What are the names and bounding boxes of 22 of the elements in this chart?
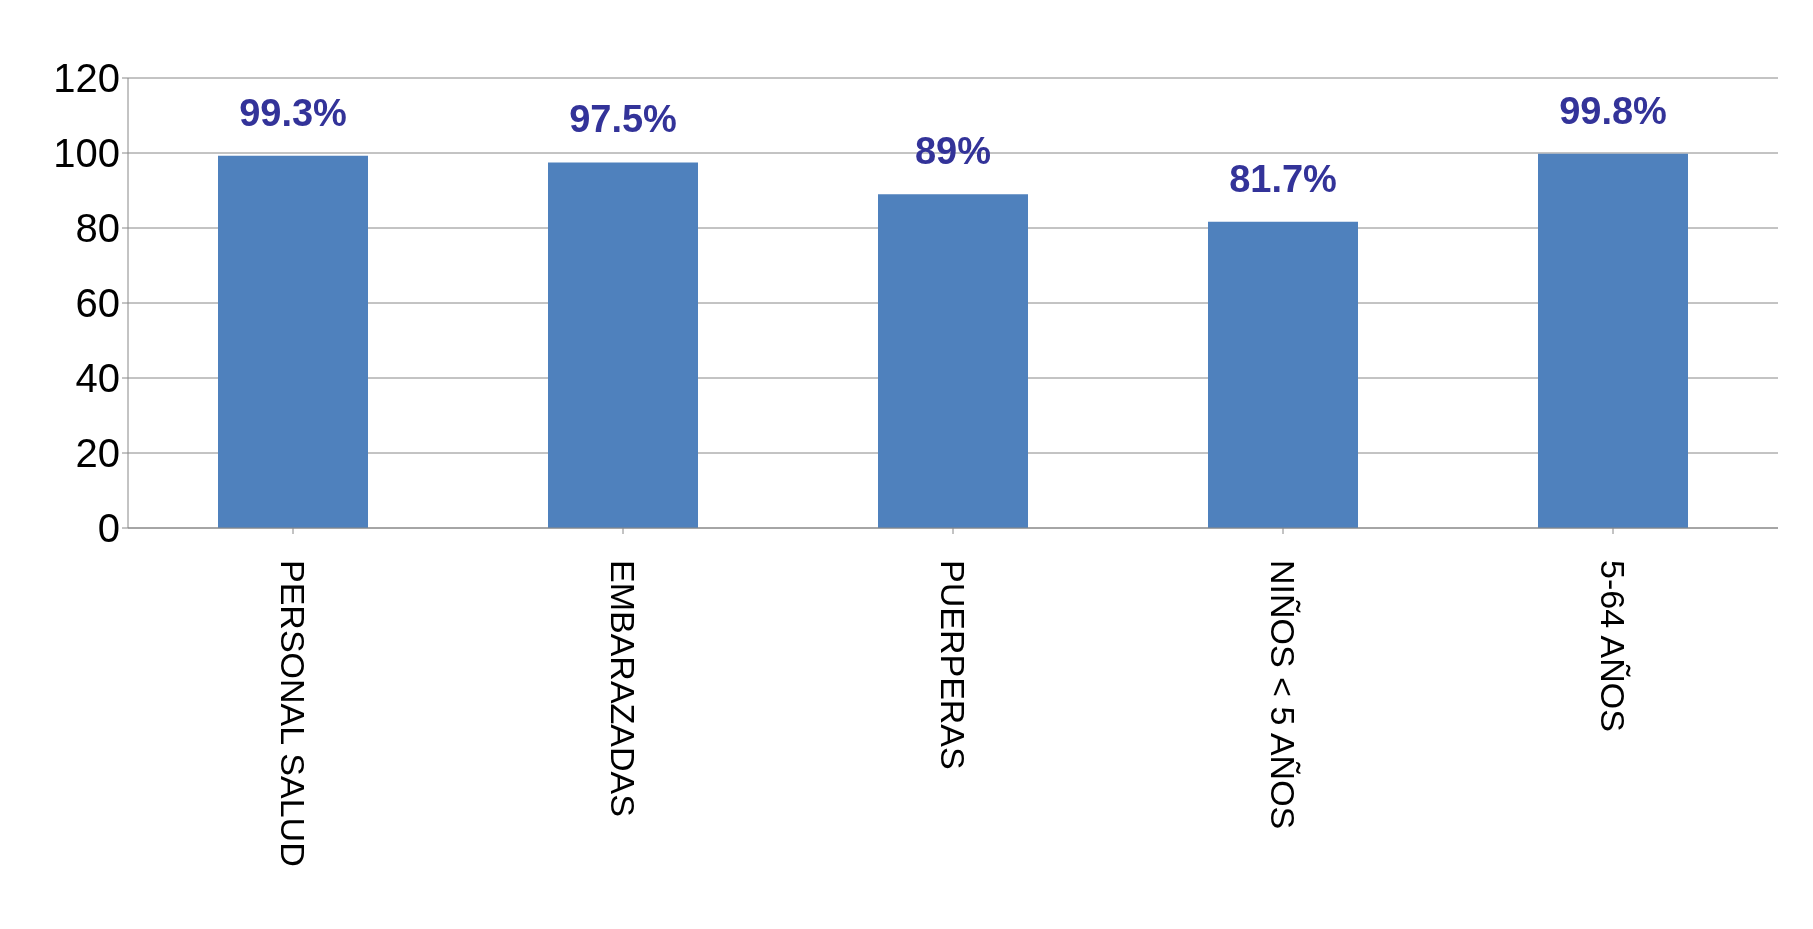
y-tick-label: 40 (75, 356, 120, 401)
x-tick-label: PUERPERAS (934, 560, 972, 770)
y-tick-label: 80 (75, 206, 120, 251)
data-label: 89% (914, 130, 992, 173)
y-tick-label: 100 (53, 131, 120, 176)
y-tick-label: 20 (75, 431, 120, 476)
x-tick-label: NIÑOS < 5 AÑOS (1264, 560, 1302, 830)
data-label: 97.5% (569, 98, 677, 141)
y-tick-label: 120 (53, 56, 120, 101)
bar (548, 162, 698, 528)
bar (1538, 153, 1688, 528)
x-tick-label: EMBARAZADAS (604, 560, 642, 817)
y-tick-label: 60 (75, 281, 120, 326)
bar (1208, 221, 1358, 528)
data-label: 99.8% (1559, 89, 1667, 132)
x-tick-label: PERSONAL SALUD (274, 560, 312, 867)
bar (878, 194, 1028, 528)
data-label: 81.7% (1229, 157, 1337, 200)
x-tick-label: 5-64 AÑOS (1594, 560, 1632, 732)
y-tick-label: 0 (97, 506, 120, 551)
bar (218, 155, 368, 528)
data-label: 99.3% (239, 91, 347, 134)
